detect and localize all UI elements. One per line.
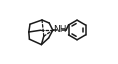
Text: NH: NH: [53, 25, 66, 34]
